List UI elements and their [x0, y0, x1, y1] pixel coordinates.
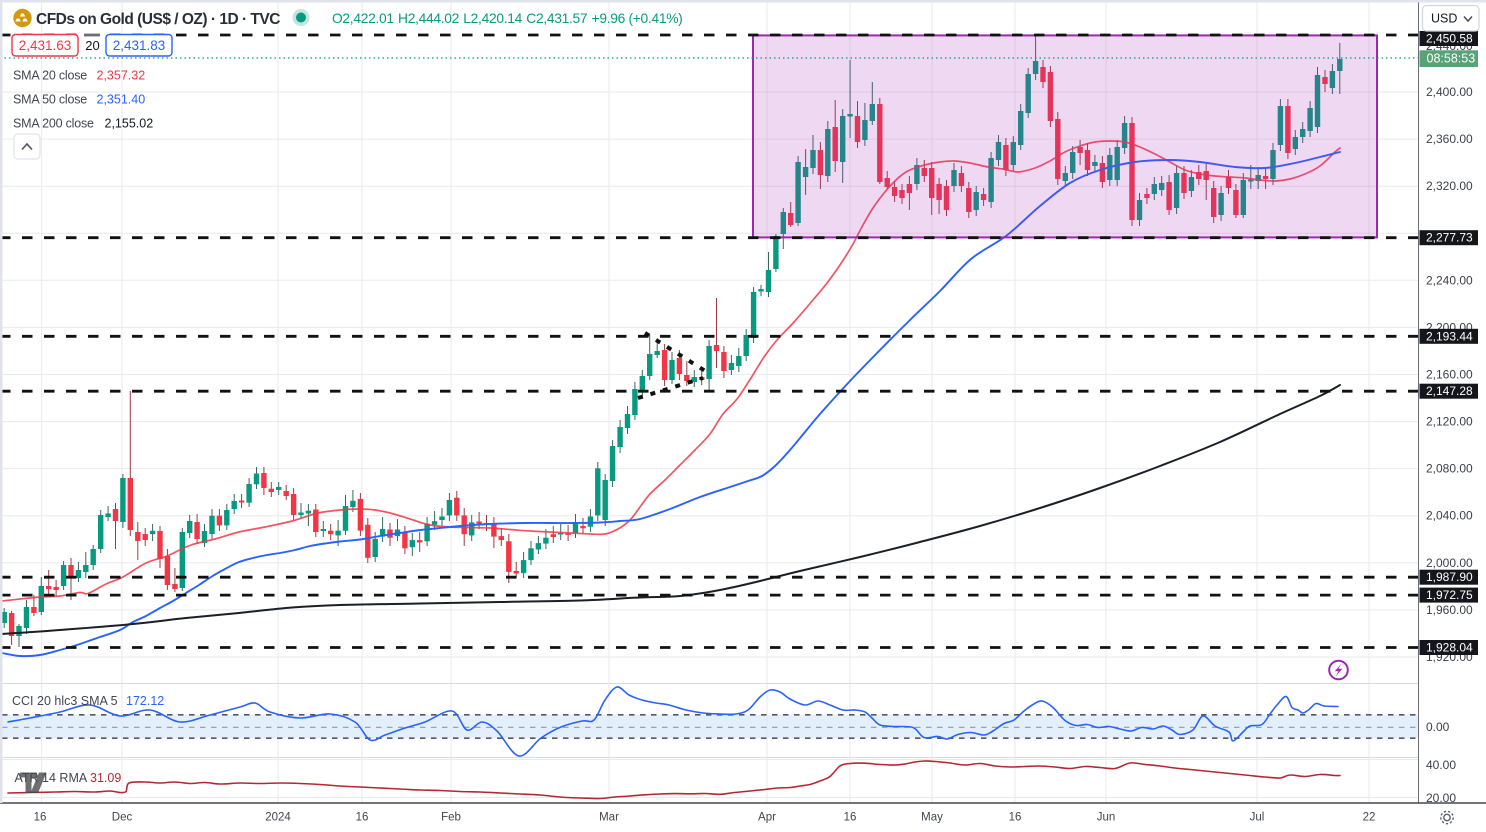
svg-text:1,928.04: 1,928.04	[1426, 641, 1473, 655]
svg-text:08:58:53: 08:58:53	[1427, 52, 1476, 66]
svg-text:2,155.02: 2,155.02	[105, 117, 154, 131]
svg-text:SMA 20 close: SMA 20 close	[13, 69, 87, 83]
svg-text:Feb: Feb	[441, 812, 461, 824]
svg-text:172.12: 172.12	[126, 694, 164, 708]
svg-text:2,320.00: 2,320.00	[1426, 179, 1473, 193]
svg-text:2,240.00: 2,240.00	[1426, 273, 1473, 287]
svg-text:USD: USD	[1431, 12, 1457, 26]
svg-text:2,431.63: 2,431.63	[19, 38, 72, 53]
svg-text:2,360.00: 2,360.00	[1426, 132, 1473, 146]
svg-text:2024: 2024	[265, 812, 291, 824]
svg-text:1,960.00: 1,960.00	[1426, 603, 1473, 617]
svg-text:2,000.00: 2,000.00	[1426, 556, 1473, 570]
svg-text:31.09: 31.09	[90, 771, 121, 785]
svg-text:2,080.00: 2,080.00	[1426, 462, 1473, 476]
svg-text:May: May	[921, 812, 943, 824]
svg-text:16: 16	[1009, 812, 1022, 824]
svg-text:2,450.58: 2,450.58	[1426, 32, 1473, 46]
svg-text:Apr: Apr	[758, 812, 776, 824]
svg-text:2,351.40: 2,351.40	[97, 93, 146, 107]
svg-text:2,431.83: 2,431.83	[113, 38, 166, 53]
svg-text:2,147.28: 2,147.28	[1426, 384, 1473, 398]
svg-text:Jun: Jun	[1097, 812, 1116, 824]
svg-text:16: 16	[34, 812, 47, 824]
svg-text:1,972.75: 1,972.75	[1426, 588, 1473, 602]
svg-text:Dec: Dec	[112, 812, 133, 824]
svg-text:1,987.90: 1,987.90	[1426, 570, 1473, 584]
svg-text:2,277.73: 2,277.73	[1426, 231, 1473, 245]
svg-text:2,160.00: 2,160.00	[1426, 368, 1473, 382]
svg-text:20.00: 20.00	[1426, 791, 1456, 805]
svg-text:Mar: Mar	[599, 812, 619, 824]
svg-text:O2,422.01 H2,444.02 L2,420.14: O2,422.01 H2,444.02 L2,420.14 C2,431.57 …	[332, 11, 682, 26]
svg-text:SMA 200 close: SMA 200 close	[13, 117, 94, 131]
svg-text:2,400.00: 2,400.00	[1426, 85, 1473, 99]
svg-text:0.00: 0.00	[1426, 720, 1450, 734]
svg-text:2,120.00: 2,120.00	[1426, 415, 1473, 429]
svg-text:SMA 50 close: SMA 50 close	[13, 93, 87, 107]
svg-text:ATR 14 RMA: ATR 14 RMA	[15, 771, 88, 785]
svg-text:2,040.00: 2,040.00	[1426, 509, 1473, 523]
svg-text:CCI 20 hlc3 SMA 5: CCI 20 hlc3 SMA 5	[12, 694, 118, 708]
svg-text:22: 22	[1363, 812, 1376, 824]
svg-text:2,357.32: 2,357.32	[97, 69, 146, 83]
svg-text:CFDs on Gold (US$ / OZ) · 1D ·: CFDs on Gold (US$ / OZ) · 1D · TVC	[36, 11, 280, 28]
svg-text:Jul: Jul	[1250, 812, 1265, 824]
svg-text:20: 20	[85, 38, 99, 53]
svg-text:16: 16	[356, 812, 369, 824]
svg-text:16: 16	[844, 812, 857, 824]
svg-text:40.00: 40.00	[1426, 758, 1456, 772]
svg-text:2,193.44: 2,193.44	[1426, 329, 1473, 343]
